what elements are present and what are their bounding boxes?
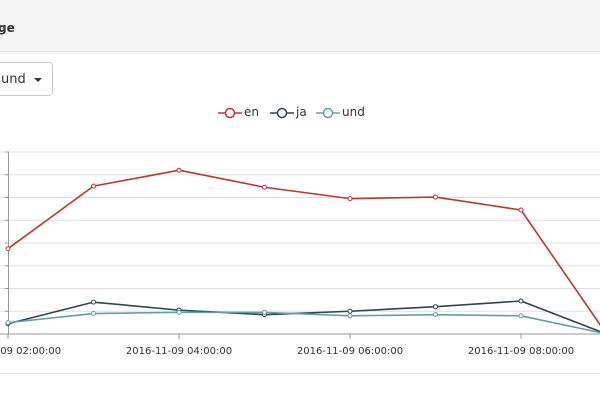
data-point-en: [518, 207, 524, 213]
data-point-und: [176, 309, 182, 315]
data-point-en: [5, 246, 11, 252]
x-tick-label: 2016-11-09 08:00:00: [468, 346, 574, 357]
data-point-en: [176, 167, 182, 173]
series-line-ja: [7, 300, 600, 333]
data-point-und: [91, 311, 96, 317]
legend-und-icon: [316, 107, 340, 119]
data-point-ja: [91, 299, 96, 305]
x-tick-label: 2016-11-09 06:00:00: [297, 346, 403, 357]
data-point-ja: [347, 308, 353, 314]
legend-label-ja: ja: [296, 105, 307, 119]
data-point-en: [91, 183, 96, 189]
panel-header: ge: [0, 0, 600, 52]
data-point-en: [262, 184, 267, 190]
language-select-value: und: [1, 72, 26, 87]
chevron-down-icon: [34, 78, 42, 82]
data-point-en: [347, 196, 353, 202]
series-line-en: [7, 169, 600, 326]
x-tick-label: 2016-11-09 04:00:00: [126, 346, 232, 357]
data-point-und: [347, 313, 353, 319]
data-point-ja: [518, 298, 524, 304]
legend-label-und: und: [342, 105, 365, 119]
data-point-en: [433, 194, 438, 200]
legend-label-en: en: [244, 105, 259, 119]
data-point-und: [433, 312, 438, 318]
series-line-und: [7, 311, 600, 334]
panel-divider: [0, 373, 600, 374]
legend-ja-icon: [270, 107, 294, 119]
x-tick-label: 2016-11-09 02:00:00: [0, 346, 61, 357]
line-chart: 2016-11-09 02:00:00 2016-11-09 04:00:00 20…: [0, 151, 600, 357]
panel-title: ge: [0, 21, 15, 35]
language-select[interactable]: und: [0, 62, 53, 96]
chart-legend: en ja und: [0, 104, 600, 122]
data-point-und: [262, 309, 267, 315]
legend-en-icon: [218, 107, 242, 119]
data-point-und: [518, 313, 524, 319]
data-point-und: [5, 320, 11, 326]
data-point-ja: [433, 304, 438, 310]
